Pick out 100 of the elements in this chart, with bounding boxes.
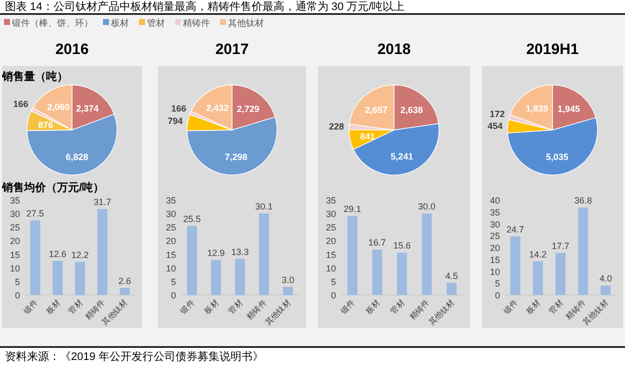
x-tick-label: 管材	[547, 298, 565, 316]
y-tick-label: 20	[326, 236, 336, 246]
legend-label: 其他钛材	[228, 18, 264, 28]
y-tick-label: 0	[330, 290, 336, 300]
y-tick-label: 10	[10, 263, 20, 274]
data-label: 1,945	[558, 104, 580, 114]
bar	[52, 260, 63, 295]
y-tick-label: 30	[326, 209, 336, 220]
data-label: 14.2	[529, 249, 547, 260]
bar	[372, 250, 382, 295]
data-label: 2,729	[236, 104, 260, 114]
legend-label: 锻件（棒、饼、环）	[11, 18, 93, 28]
y-tick-label: 5	[330, 276, 336, 287]
data-label: 6,828	[66, 152, 88, 162]
data-label: 12.2	[71, 250, 89, 260]
chart-title: 2018	[377, 41, 411, 58]
x-tick-label: 锻件	[178, 298, 196, 316]
data-label: 15.6	[393, 240, 411, 251]
data-label: 2,432	[206, 102, 229, 113]
y-tick-label: 10	[166, 263, 176, 274]
data-label: 24.7	[506, 224, 524, 234]
data-label: 166	[171, 103, 186, 114]
x-tick-label: 锻件	[501, 298, 520, 316]
chart-title: 2019H1	[526, 41, 579, 58]
data-label: 4.5	[445, 270, 458, 281]
bar	[120, 288, 130, 295]
x-tick-label: 管材	[388, 298, 406, 316]
y-tick-label: 5	[494, 278, 500, 289]
data-label: 12.6	[48, 248, 66, 259]
data-label: 166	[13, 99, 28, 110]
data-label: 12.9	[207, 248, 225, 258]
x-tick-label: 锻件	[21, 298, 40, 316]
y-tick-label: 35	[166, 196, 176, 206]
data-label: 30.1	[255, 201, 273, 212]
data-label: 2,374	[76, 103, 99, 114]
x-tick-label: 锻件	[338, 298, 357, 316]
data-label: 31.7	[94, 196, 112, 207]
data-label: 876	[38, 120, 54, 130]
data-label: 7,298	[224, 152, 248, 162]
bar	[75, 262, 85, 295]
y-tick-label: 15	[490, 254, 500, 265]
chart-title: 销售均价（万元/吨）	[1, 181, 104, 194]
bar	[259, 213, 269, 295]
bar	[97, 208, 108, 295]
legend-label: 精铸件	[183, 18, 210, 28]
y-tick-label: 5	[14, 276, 20, 287]
y-tick-label: 20	[490, 243, 500, 253]
x-tick-label: 板材	[202, 298, 220, 316]
bar	[578, 208, 588, 295]
y-tick-label: 0	[170, 290, 176, 300]
bar	[187, 226, 197, 295]
data-label: 1,839	[526, 103, 548, 114]
data-label: 16.7	[368, 238, 386, 248]
y-tick-label: 15	[326, 250, 336, 260]
y-tick-label: 25	[326, 222, 336, 233]
y-tick-label: 35	[10, 196, 20, 206]
bar	[347, 216, 358, 295]
text: 2016	[55, 41, 89, 58]
bar	[235, 258, 245, 295]
data-label: 13.3	[231, 246, 249, 257]
data-label: 841	[360, 131, 376, 142]
y-tick-label: 10	[490, 266, 500, 277]
bar	[30, 220, 40, 295]
bar	[556, 252, 566, 295]
y-tick-label: 25	[10, 222, 20, 233]
x-tick-label: 管材	[226, 298, 244, 316]
x-tick-label: 其他钛材	[427, 298, 456, 328]
y-tick-label: 30	[490, 219, 500, 230]
y-tick-label: 35	[326, 196, 336, 206]
x-tick-label: 板材	[44, 298, 62, 316]
data-label: 30.0	[418, 202, 436, 212]
data-label: 5,241	[390, 151, 414, 162]
bar	[532, 261, 543, 295]
y-tick-label: 25	[166, 222, 176, 233]
y-tick-label: 30	[166, 209, 176, 220]
y-tick-label: 30	[10, 209, 20, 220]
text: 资料来源：《2019 年公开发行公司债券募集说明书》	[5, 350, 264, 363]
data-label: 2.6	[118, 276, 132, 286]
y-tick-label: 25	[490, 231, 500, 242]
data-label: 228	[329, 121, 344, 132]
y-tick-label: 20	[166, 236, 176, 246]
x-tick-label: 板材	[524, 298, 542, 316]
legend-label: 管材	[147, 18, 165, 28]
y-tick-label: 20	[10, 236, 20, 246]
data-label: 27.5	[26, 208, 44, 218]
legend-label: 板材	[110, 18, 129, 28]
y-tick-label: 10	[326, 263, 336, 274]
y-tick-label: 0	[14, 290, 20, 300]
data-label: 5,035	[546, 152, 568, 162]
data-label: 2,638	[400, 105, 423, 116]
bar	[211, 260, 221, 295]
y-tick-label: 15	[10, 250, 20, 260]
text: 图表 14：公司钛材产品中板材销量最高，精铸件售价最高，通常为 30 万元/吨以上	[5, 0, 405, 13]
bar	[283, 286, 293, 295]
y-tick-label: 15	[166, 250, 176, 260]
bar	[397, 252, 407, 295]
data-label: 454	[488, 120, 503, 131]
data-label: 17.7	[552, 240, 570, 251]
data-label: 172	[490, 109, 505, 120]
y-tick-label: 0	[494, 290, 500, 300]
